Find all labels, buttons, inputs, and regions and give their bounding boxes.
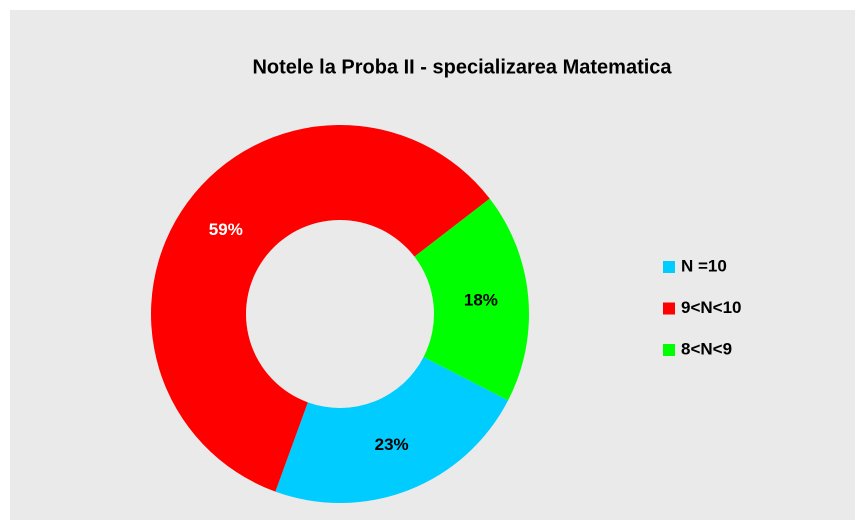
legend-swatch	[663, 261, 675, 273]
donut-slice	[150, 124, 490, 492]
legend-label: N =10	[681, 256, 727, 275]
chart-title: Notele la Proba II - specializarea Matem…	[252, 56, 672, 78]
legend-swatch	[663, 302, 675, 315]
data-label: 23%	[375, 435, 409, 454]
data-label: 18%	[464, 291, 498, 310]
donut-slice	[414, 198, 529, 401]
legend-label: 8<N<9	[681, 339, 732, 358]
donut-slice	[275, 356, 509, 503]
data-label: 59%	[209, 220, 243, 239]
legend-label: 9<N<10	[681, 298, 742, 317]
legend-swatch	[663, 344, 675, 356]
